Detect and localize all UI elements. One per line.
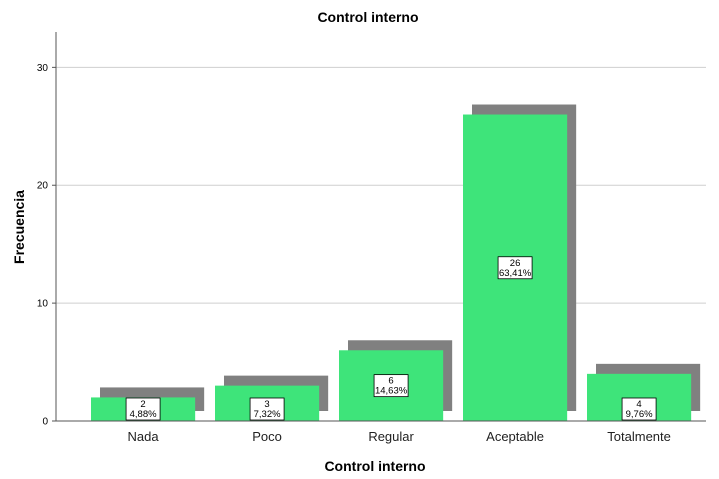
y-tick-label: 30 (37, 63, 49, 74)
x-tick-labels: Nada Poco Regular Aceptable Totalmente (128, 429, 671, 444)
data-label-percent: 7,32% (254, 409, 281, 420)
data-label-box (621, 397, 657, 421)
x-tick-label: Totalmente (607, 429, 671, 444)
data-label-count: 26 (510, 258, 521, 269)
x-tick-label: Aceptable (486, 429, 544, 444)
data-label-box (373, 374, 409, 398)
data-label-percent: 4,88% (130, 409, 157, 420)
data-label-percent: 14,63% (375, 386, 408, 397)
gridlines (56, 66, 706, 304)
y-tick-label: 10 (37, 299, 49, 310)
data-label-count: 4 (636, 399, 641, 410)
y-axis-title: Frecuencia (11, 190, 27, 264)
x-tick-label: Nada (128, 429, 160, 444)
data-label-count: 2 (140, 399, 145, 410)
y-ticks: 0 10 20 30 (37, 63, 56, 428)
chart-title: Control interno (317, 9, 418, 25)
x-tick-label: Poco (252, 429, 282, 444)
data-label-box (249, 397, 285, 421)
data-label-percent: 63,41% (499, 268, 532, 279)
data-label-percent: 9,76% (626, 409, 653, 420)
y-tick-label: 0 (42, 417, 48, 428)
data-label-count: 6 (388, 376, 393, 387)
y-tick-label: 20 (37, 181, 49, 192)
data-label-box (497, 256, 533, 280)
data-label-count: 3 (264, 399, 269, 410)
x-axis-title: Control interno (324, 458, 425, 474)
x-tick-label: Regular (368, 429, 414, 444)
data-label-box (125, 397, 161, 421)
